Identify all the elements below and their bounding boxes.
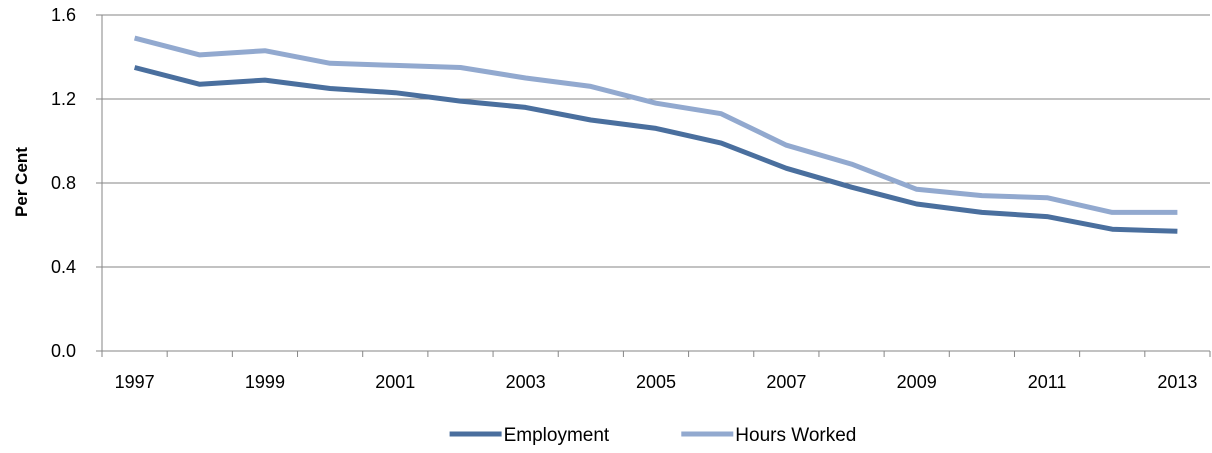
series-line-employment — [133, 65, 1178, 234]
x-tick-label: 1997 — [115, 372, 155, 392]
x-tick-label: 2001 — [375, 372, 415, 392]
series-line-hours-worked — [133, 35, 1178, 215]
x-tick-label: 2009 — [897, 372, 937, 392]
gridlines — [102, 14, 1210, 268]
legend-item: Employment — [449, 425, 610, 446]
y-tick-label: 1.2 — [51, 89, 76, 109]
axes — [96, 14, 1211, 357]
x-tick-label: 2005 — [636, 372, 676, 392]
legend: Employment Hours Worked — [449, 425, 856, 446]
legend-label: Employment — [504, 425, 610, 446]
y-tick-labels: 0.0 0.4 0.8 1.2 1.6 — [51, 5, 76, 361]
x-tick-label: 1999 — [245, 372, 285, 392]
legend-label: Hours Worked — [735, 425, 856, 446]
x-tick-labels: 1997 1999 2001 2003 2005 2007 2009 2011 2013 — [115, 372, 1198, 392]
legend-item: Hours Worked — [681, 425, 856, 446]
y-tick-label: 0.4 — [51, 257, 76, 277]
x-tick-label: 2003 — [506, 372, 546, 392]
y-axis-title: Per Cent — [12, 147, 31, 217]
x-tick-label: 2007 — [766, 372, 806, 392]
y-tick-label: 1.6 — [51, 5, 76, 25]
series-lines — [133, 35, 1178, 234]
y-tick-label: 0.0 — [51, 341, 76, 361]
x-tick-label: 2011 — [1028, 372, 1067, 392]
x-tick-label: 2013 — [1157, 372, 1197, 392]
y-tick-label: 0.8 — [51, 173, 76, 193]
